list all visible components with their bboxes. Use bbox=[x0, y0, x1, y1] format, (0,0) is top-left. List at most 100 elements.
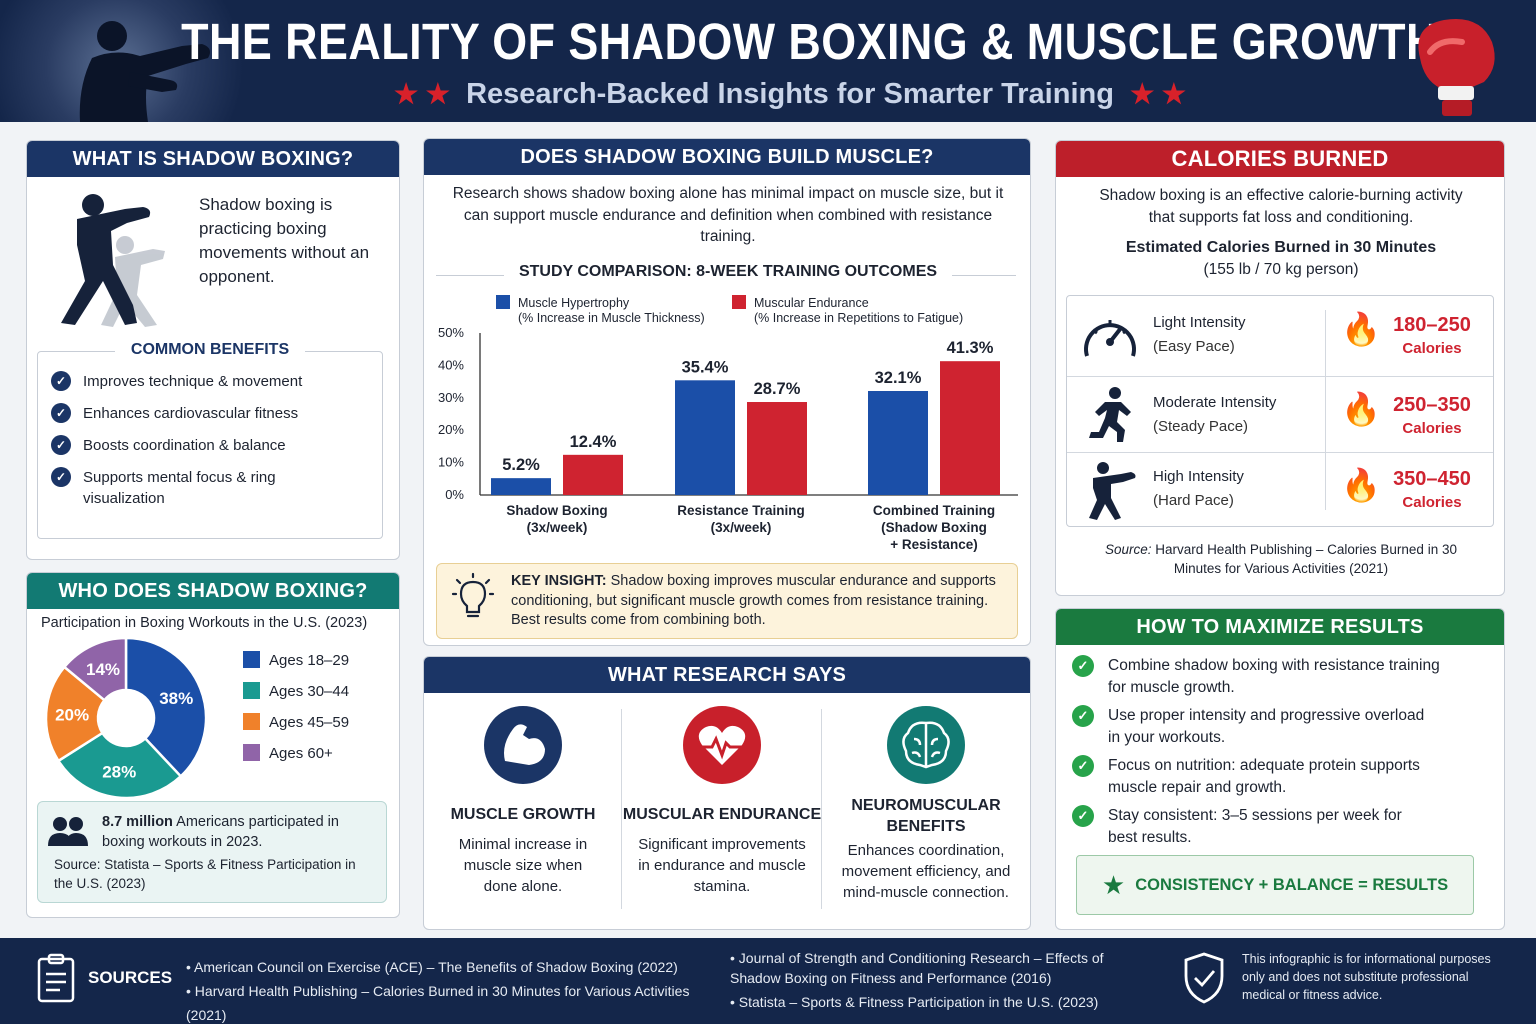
bar bbox=[868, 390, 928, 495]
calories-est-sub: (155 lb / 70 kg person) bbox=[1203, 261, 1359, 278]
research-item: NEUROMUSCULAR BENEFITS Enhances coordina… bbox=[822, 705, 1030, 903]
stat-box: 8.7 million Americans participated in bo… bbox=[37, 801, 387, 903]
subtitle-text: Research-Backed Insights for Smarter Tra… bbox=[466, 78, 1114, 110]
study-title: STUDY COMPARISON: 8-WEEK TRAINING OUTCOM… bbox=[504, 263, 952, 281]
pie-value-label: 20% bbox=[55, 706, 89, 725]
bar bbox=[747, 402, 807, 495]
checkmark-icon: ✓ bbox=[51, 435, 71, 455]
people-icon bbox=[48, 817, 88, 846]
bar-value-label: 32.1% bbox=[875, 369, 922, 387]
pie-slice bbox=[44, 665, 107, 763]
x-tick-label: Combined Training bbox=[873, 503, 995, 518]
legend-item: Ages 30–44 bbox=[243, 682, 393, 713]
star-icon: ★ ★ bbox=[1130, 79, 1186, 109]
key-insight-text: KEY INSIGHT: Shadow boxing improves musc… bbox=[511, 573, 996, 629]
y-tick-label: 0% bbox=[445, 487, 464, 502]
participation-pie-chart: 38% 28% 20% 14% bbox=[44, 636, 208, 800]
build-muscle-card: DOES SHADOW BOXING BUILD MUSCLE? Researc… bbox=[423, 138, 1031, 646]
page-subtitle: ★ ★ Research-Backed Insights for Smarter… bbox=[0, 78, 1536, 111]
divider bbox=[1067, 376, 1493, 377]
checkmark-icon: ✓ bbox=[1072, 655, 1094, 677]
x-tick-label: Shadow Boxing bbox=[506, 503, 607, 518]
bar bbox=[940, 361, 1000, 495]
legend-swatch bbox=[243, 713, 260, 730]
y-tick-label: 50% bbox=[438, 325, 464, 340]
heart-pulse-icon bbox=[683, 706, 761, 784]
divider bbox=[621, 709, 622, 909]
calories-intro: Shadow boxing is an effective calorie-bu… bbox=[1099, 187, 1463, 226]
maximize-list: ✓ Combine shadow boxing with resistance t… bbox=[1072, 655, 1482, 855]
y-tick-label: 40% bbox=[438, 357, 464, 372]
bar bbox=[563, 454, 623, 495]
maximize-card: HOW TO MAXIMIZE RESULTS ✓ Combine shadow … bbox=[1055, 608, 1505, 930]
speedometer-icon bbox=[1084, 320, 1136, 357]
disclaimer: This infographic is for informational pu… bbox=[1242, 952, 1491, 1003]
calories-source: Source: Harvard Health Publishing – Calo… bbox=[1105, 542, 1457, 576]
what-is-card: WHAT IS SHADOW BOXING? Shadow boxing is … bbox=[26, 140, 400, 560]
legend-note: (% Increase in Repetitions to Fatigue) bbox=[754, 311, 963, 325]
card-title: WHAT IS SHADOW BOXING? bbox=[27, 141, 399, 177]
who-card: WHO DOES SHADOW BOXING? Participation in… bbox=[26, 572, 400, 918]
star-icon: ★ bbox=[1101, 869, 1126, 900]
legend-item: Ages 18–29 bbox=[243, 651, 393, 682]
bar-value-label: 5.2% bbox=[502, 456, 540, 474]
source-item: • Journal of Strength and Conditioning R… bbox=[730, 950, 1104, 987]
legend-swatch bbox=[496, 295, 510, 309]
source-item: • Statista – Sports & Fitness Participat… bbox=[730, 993, 1099, 1010]
results-banner: ★ CONSISTENCY + BALANCE = RESULTS bbox=[1076, 855, 1474, 915]
key-insight-box: KEY INSIGHT: Shadow boxing improves musc… bbox=[436, 563, 1018, 639]
clipboard-icon bbox=[37, 953, 75, 1003]
sources-label: SOURCES bbox=[88, 968, 173, 987]
brain-icon bbox=[887, 706, 965, 784]
maximize-item: ✓ Focus on nutrition: adequate protein su… bbox=[1072, 755, 1482, 805]
legend-swatch bbox=[243, 744, 260, 761]
y-tick-label: 30% bbox=[438, 390, 464, 405]
participation-stat: 8.7 million Americans participated in bo… bbox=[102, 814, 339, 851]
legend-swatch bbox=[243, 651, 260, 668]
bar bbox=[675, 380, 735, 495]
pie-value-label: 14% bbox=[86, 660, 120, 679]
research-item: MUSCULAR ENDURANCE Significant improveme… bbox=[622, 705, 822, 897]
benefit-item: ✓ Enhances cardiovascular fitness bbox=[51, 403, 381, 435]
research-card: WHAT RESEARCH SAYS MUSCLE GROWTH Minimal… bbox=[423, 656, 1031, 930]
flame-icon: 🔥 bbox=[1341, 391, 1381, 427]
participation-source: Source: Statista – Sports & Fitness Part… bbox=[54, 857, 356, 891]
header-banner: THE REALITY OF SHADOW BOXING & MUSCLE GR… bbox=[0, 0, 1536, 122]
legend-note: (% Increase in Muscle Thickness) bbox=[518, 311, 705, 325]
x-tick-label: (3x/week) bbox=[711, 520, 772, 535]
maximize-item: ✓ Stay consistent: 3–5 sessions per week … bbox=[1072, 805, 1482, 855]
card-title: CALORIES BURNED bbox=[1056, 141, 1504, 177]
pie-value-label: 38% bbox=[159, 689, 193, 708]
flexed-arm-icon bbox=[484, 706, 562, 784]
pie-slice bbox=[56, 731, 183, 800]
shadow-boxer-icon bbox=[61, 194, 165, 327]
benefits-title: COMMON BENEFITS bbox=[115, 341, 305, 359]
star-icon: ★ ★ bbox=[394, 79, 450, 109]
x-tick-label: + Resistance) bbox=[890, 537, 977, 552]
y-tick-label: 20% bbox=[438, 422, 464, 437]
sources-col-2: • Journal of Strength and Conditioning R… bbox=[730, 948, 1150, 1012]
flame-icon: 🔥 bbox=[1341, 311, 1381, 347]
lightbulb-icon bbox=[451, 572, 495, 618]
card-title: WHO DOES SHADOW BOXING? bbox=[27, 573, 399, 609]
pie-slice bbox=[62, 636, 128, 702]
sources-footer: SOURCES • American Council on Exercise (… bbox=[0, 938, 1536, 1024]
x-tick-label: Resistance Training bbox=[677, 503, 805, 518]
flame-icon: 🔥 bbox=[1341, 467, 1381, 503]
x-tick-label: (3x/week) bbox=[527, 520, 588, 535]
calories-est-title: Estimated Calories Burned in 30 Minutes bbox=[1125, 239, 1437, 256]
running-figure-icon bbox=[1089, 387, 1131, 442]
bar bbox=[491, 478, 551, 495]
research-item: MUSCLE GROWTH Minimal increase in muscle… bbox=[424, 705, 622, 897]
checkmark-icon: ✓ bbox=[1072, 805, 1094, 827]
shield-check-icon bbox=[1184, 952, 1224, 1004]
boxer-silhouette-icon bbox=[79, 21, 210, 122]
pie-legend: Ages 18–29 Ages 30–44 Ages 45–59 Ages 60… bbox=[243, 651, 393, 775]
shadow-boxing-definition: Shadow boxing is practicing boxing movem… bbox=[199, 195, 370, 287]
source-item: • American Council on Exercise (ACE) – T… bbox=[186, 959, 678, 975]
checkmark-icon: ✓ bbox=[51, 371, 71, 391]
checkmark-icon: ✓ bbox=[1072, 755, 1094, 777]
card-title: DOES SHADOW BOXING BUILD MUSCLE? bbox=[424, 139, 1030, 175]
card-title: HOW TO MAXIMIZE RESULTS bbox=[1056, 609, 1504, 645]
legend-swatch bbox=[243, 682, 260, 699]
